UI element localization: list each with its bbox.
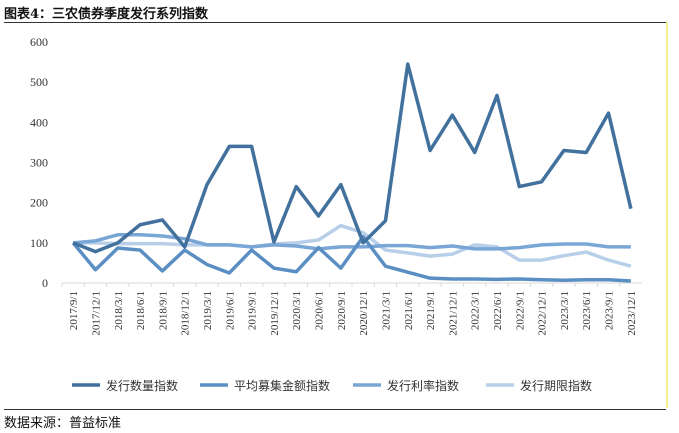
y-tick-label: 300 [30,156,48,170]
x-tick-label: 2023/3/1 [559,291,571,330]
x-tick-label: 2022/6/1 [492,291,504,330]
legend-label-4: 发行期限指数 [520,378,592,393]
x-tick-label: 2023/9/1 [604,291,616,330]
series-line-4 [73,223,632,268]
x-tick-label: 2018/6/1 [135,291,147,330]
y-tick-label: 100 [30,236,48,250]
x-tick-label: 2023/6/1 [581,291,593,330]
legend-label-3: 发行利率指数 [387,378,459,393]
x-tick-label: 2021/3/1 [380,291,392,330]
x-tick-label: 2018/3/1 [113,291,125,330]
y-tick-label: 200 [30,196,48,210]
x-tick-label: 2022/12/1 [537,291,549,336]
y-tick-label: 600 [30,35,48,49]
legend-label-1: 发行数量指数 [106,378,178,393]
y-tick-label: 400 [30,115,48,129]
figure-frame [4,22,666,410]
x-tick-label: 2023/12/1 [626,291,638,336]
x-tick-label: 2022/9/1 [514,291,526,330]
x-tick-label: 2017/9/1 [68,291,80,330]
series-line-2 [71,235,631,283]
series-line-1 [72,62,633,254]
figure-title: 图表4：三农债券季度发行系列指数 [4,7,209,22]
x-tick-label: 2020/6/1 [314,291,326,330]
y-tick-label: 0 [42,276,48,290]
x-tick-label: 2018/9/1 [157,291,169,330]
x-tick-label: 2019/9/1 [247,291,259,330]
x-tick-label: 2018/12/1 [180,291,192,336]
data-source: 数据来源：普益标准 [4,416,122,431]
series-line-3 [72,233,631,251]
x-tick-label: 2021/9/1 [425,291,437,330]
page-margin-line [666,22,668,408]
x-tick-label: 2019/6/1 [224,291,236,330]
x-tick-label: 2021/12/1 [447,291,459,336]
x-tick-label: 2022/3/1 [470,291,482,330]
legend-label-2: 平均募集金额指数 [234,378,330,393]
x-tick-label: 2021/6/1 [403,291,415,330]
x-tick-label: 2020/12/1 [358,291,370,336]
x-tick-label: 2019/3/1 [202,291,214,330]
x-tick-label: 2017/12/1 [90,291,102,336]
x-tick-label: 2020/3/1 [291,291,303,330]
x-tick-label: 2019/12/1 [269,291,281,336]
y-tick-label: 500 [30,75,48,89]
x-tick-label: 2020/9/1 [336,291,348,330]
